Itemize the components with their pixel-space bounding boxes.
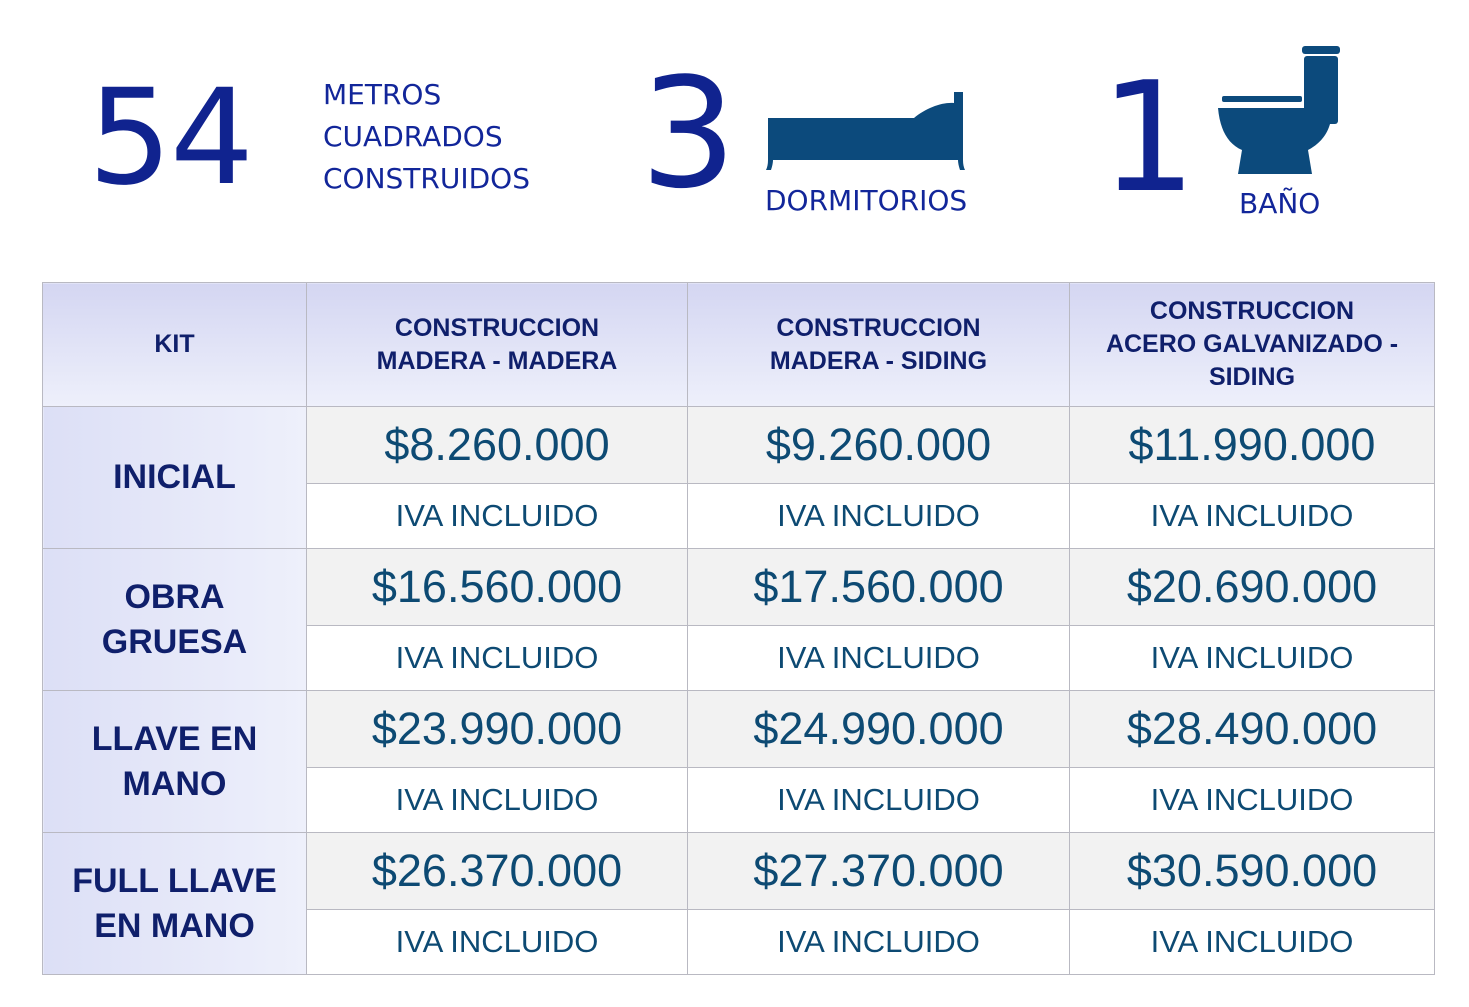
header-line: KIT [154, 330, 195, 358]
bedrooms-value: 3 [640, 45, 737, 222]
tax-note-cell: IVA INCLUIDO [306, 767, 688, 833]
area-label: METROS CUADRADOS CONSTRUIDOS [323, 74, 530, 200]
price-table: KIT CONSTRUCCION MADERA - MADERA CONSTRU… [42, 282, 1435, 975]
area-value: 54 [88, 61, 254, 215]
header-madera-madera: CONSTRUCCION MADERA - MADERA [306, 282, 688, 407]
table-row: IVA INCLUIDO IVA INCLUIDO IVA INCLUIDO [43, 625, 1435, 691]
kit-name-line: FULL LLAVE [72, 861, 277, 900]
tax-note-cell: IVA INCLUIDO [1069, 625, 1435, 691]
area-label-line: CUADRADOS [323, 120, 503, 153]
header-line: SIDING [1208, 363, 1296, 391]
tax-note-cell: IVA INCLUIDO [687, 767, 1070, 833]
price-cell: $28.490.000 [1069, 690, 1435, 768]
price-cell: $26.370.000 [306, 832, 688, 910]
tax-note-cell: IVA INCLUIDO [1069, 909, 1435, 975]
header-line: ACERO GALVANIZADO - [1105, 330, 1399, 358]
tax-note-cell: IVA INCLUIDO [687, 909, 1070, 975]
bathrooms-value: 1 [1100, 49, 1197, 226]
price-cell: $20.690.000 [1069, 548, 1435, 626]
tax-note-cell: IVA INCLUIDO [306, 625, 688, 691]
table-row: LLAVE EN MANO $23.990.000 $24.990.000 $2… [42, 690, 1435, 833]
price-cell: $27.370.000 [687, 832, 1070, 910]
header-madera-siding: CONSTRUCCION MADERA - SIDING [687, 282, 1070, 407]
tax-note-cell: IVA INCLUIDO [306, 483, 688, 549]
header-line: CONSTRUCCION [776, 313, 981, 342]
table-row: IVA INCLUIDO IVA INCLUIDO IVA INCLUIDO [43, 909, 1435, 975]
kit-name-cell: OBRA GRUESA [42, 548, 307, 691]
table-row: OBRA GRUESA $16.560.000 $17.560.000 $20.… [42, 548, 1435, 691]
header-line: MADERA - MADERA [376, 346, 618, 375]
price-cell: $30.590.000 [1069, 832, 1435, 910]
header-kit: KIT [42, 282, 307, 407]
kit-name-cell: INICIAL [42, 406, 307, 549]
area-label-line: METROS [323, 78, 442, 111]
table-row: FULL LLAVE EN MANO $26.370.000 $27.370.0… [42, 832, 1435, 975]
price-cell: $16.560.000 [306, 548, 688, 626]
bedrooms-label: DORMITORIOS [765, 184, 968, 217]
kit-name-line: LLAVE EN [91, 719, 258, 758]
kit-name-cell: FULL LLAVE EN MANO [42, 832, 307, 975]
price-cell: $24.990.000 [687, 690, 1070, 768]
bathrooms-label: BAÑO [1239, 187, 1321, 220]
area-label-line: CONSTRUIDOS [323, 162, 530, 195]
tax-note-cell: IVA INCLUIDO [1069, 767, 1435, 833]
kit-name-line: GRUESA [101, 622, 248, 661]
price-cell: $11.990.000 [1069, 406, 1435, 484]
toilet-icon [1218, 46, 1340, 174]
bed-icon [766, 92, 965, 170]
table-row: IVA INCLUIDO IVA INCLUIDO IVA INCLUIDO [43, 483, 1435, 549]
tax-note-cell: IVA INCLUIDO [1069, 483, 1435, 549]
kit-name-line: INICIAL [113, 458, 236, 496]
header-line: MADERA - SIDING [769, 346, 988, 375]
tax-note-cell: IVA INCLUIDO [687, 483, 1070, 549]
header-row: KIT CONSTRUCCION MADERA - MADERA CONSTRU… [42, 282, 1435, 407]
table-row: INICIAL $8.260.000 $9.260.000 $11.990.00… [42, 406, 1435, 549]
header-line: CONSTRUCCION [394, 313, 600, 342]
tax-note-cell: IVA INCLUIDO [306, 909, 688, 975]
header-line: CONSTRUCCION [1149, 297, 1355, 325]
kit-name-cell: LLAVE EN MANO [42, 690, 307, 833]
kit-name-line: EN MANO [94, 906, 255, 945]
price-cell: $9.260.000 [687, 406, 1070, 484]
price-cell: $8.260.000 [306, 406, 688, 484]
price-cell: $17.560.000 [687, 548, 1070, 626]
price-cell: $23.990.000 [306, 690, 688, 768]
kit-name-line: MANO [122, 764, 227, 803]
tax-note-cell: IVA INCLUIDO [687, 625, 1070, 691]
table-row: IVA INCLUIDO IVA INCLUIDO IVA INCLUIDO [43, 767, 1435, 833]
header-acero-siding: CONSTRUCCION ACERO GALVANIZADO - SIDING [1069, 282, 1435, 407]
kit-name-line: OBRA [124, 577, 225, 616]
